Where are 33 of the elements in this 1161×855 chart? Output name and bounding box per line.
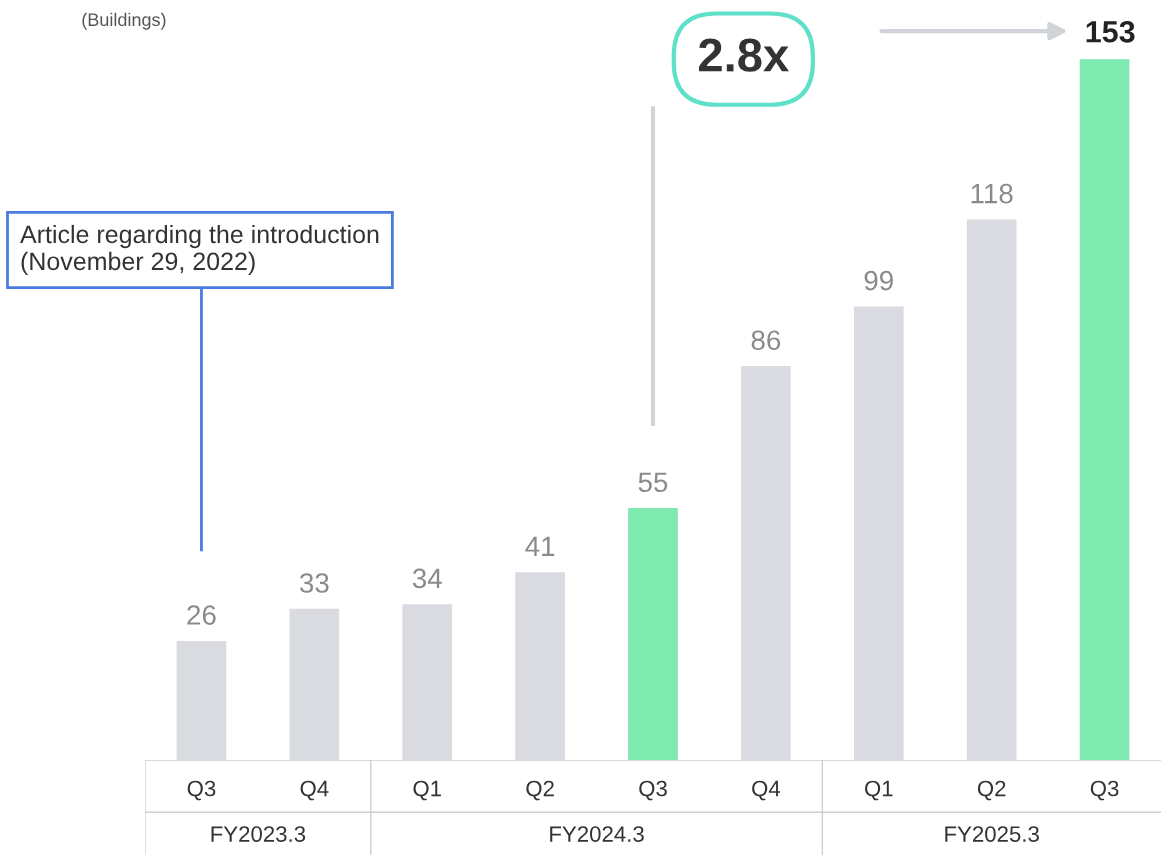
bar [628, 508, 678, 760]
bar [741, 366, 791, 760]
text: FY2024.3 [550, 826, 644, 842]
data-label: 41 [525, 536, 555, 556]
text: FY2023.3 [211, 826, 306, 842]
x-tick-label: Q1 [413, 780, 441, 801]
bar [402, 604, 453, 760]
x-tick-label: Q3 [1090, 780, 1119, 801]
bar [966, 219, 1017, 760]
x-tick-label: Q2 [526, 780, 554, 801]
annotation: 2.8x [699, 38, 789, 72]
data-label: 153 [1086, 20, 1135, 43]
data-label: 118 [971, 183, 1013, 204]
annotation: Article regarding the introduction (November 29, 2022) [20, 224, 379, 276]
x-tick-label: Q3 [187, 780, 216, 801]
text: FY2025.3 [945, 826, 1039, 842]
bar [1079, 59, 1130, 760]
x-tick-label: Q1 [865, 780, 893, 801]
data-label: 26 [187, 605, 216, 625]
data-label: 99 [864, 270, 893, 291]
bar [289, 608, 340, 760]
data-label: 55 [638, 472, 668, 493]
x-tick-label: Q4 [300, 780, 329, 801]
data-label: 34 [412, 568, 442, 589]
bar [176, 640, 227, 760]
bar [853, 306, 904, 760]
data-label: 86 [751, 330, 781, 351]
y-axis-title: (Buildings) [82, 12, 166, 30]
x-tick-label: Q3 [639, 780, 667, 801]
x-tick-label: Q4 [752, 780, 781, 801]
data-label: 33 [299, 573, 329, 593]
bar [515, 572, 565, 760]
x-tick-label: Q2 [977, 780, 1006, 801]
